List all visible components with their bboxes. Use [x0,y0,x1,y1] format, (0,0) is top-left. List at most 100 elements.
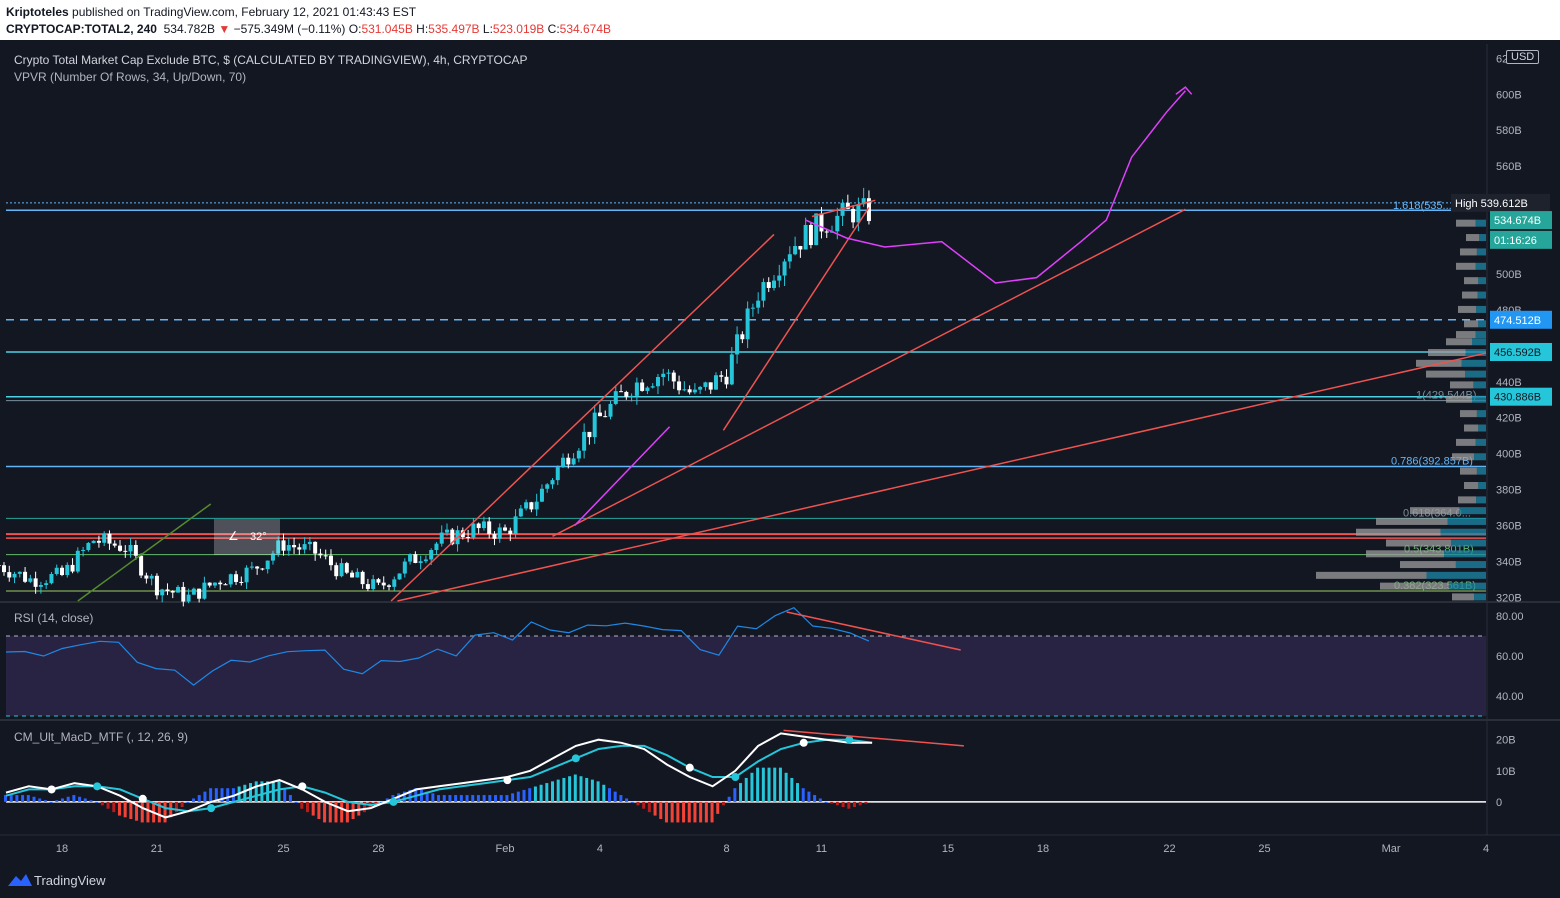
candle-body [244,567,249,583]
candle-body [91,540,96,544]
macd-tick-label: 10B [1496,766,1516,778]
published-text: published on TradingView.com, February 1… [72,5,417,19]
chart-area[interactable]: 320B340B360B380B400B420B440B480B500B560B… [0,40,1560,860]
candle-body [339,563,344,577]
candle-body [202,582,207,599]
vpvr-up-bar [1476,248,1486,256]
price-tick-label: 500B [1496,269,1522,281]
vpvr-down-bar [1376,517,1448,525]
macd-histogram-bar [362,801,366,813]
candle-body [0,565,1,567]
macd-histogram-bar [516,791,520,802]
vpvr-up-bar [1455,561,1486,569]
candle-body [54,567,59,574]
vpvr-down-bar [1462,291,1478,299]
high-price-tag [1451,193,1550,212]
macd-histogram-bar [26,795,30,802]
vpvr-up-bar [1474,593,1486,601]
candle-body [23,571,28,582]
vpvr-down-bar [1458,305,1477,313]
macd-cross-dot [845,735,854,744]
macd-histogram-bar [511,793,515,802]
candle-body [286,545,291,551]
macd-histogram-bar [311,801,315,816]
angle-box [214,519,280,555]
macd-cross-dot [138,794,147,803]
candle-body [281,540,286,551]
macd-cross-dot [571,754,580,763]
chart-canvas[interactable]: 320B340B360B380B400B420B440B480B500B560B… [0,40,1560,860]
last-price-tag-text: 534.674B [1494,215,1541,227]
candle-body [645,387,650,391]
macd-divergence-line [783,729,964,747]
candle-body [692,389,697,393]
candle-body [539,488,544,502]
candle-body [708,382,713,390]
candle-body [376,579,381,583]
candle-body [334,565,339,577]
vpvr-down-bar [1460,248,1477,256]
candle-body [524,502,529,509]
candle-body [803,224,808,250]
candle-body [851,208,856,223]
price-change: −575.349M (−0.11%) [233,22,346,36]
support-line [574,426,671,527]
time-tick-label: 15 [942,843,954,855]
price-tick-label: 600B [1496,89,1522,101]
candle-body [761,282,766,301]
macd-histogram-bar [733,788,737,802]
macd-histogram-bar [135,801,139,821]
candle-body [328,555,333,566]
candle-body [481,521,486,529]
macd-histogram-bar [78,796,82,802]
candle-body [534,501,539,510]
vpvr-down-bar [1400,561,1456,569]
macd-histogram-bar [818,798,822,802]
currency-button[interactable]: USD [1506,50,1540,64]
vpvr-down-bar [1464,482,1479,490]
macd-histogram-bar [294,801,298,803]
macd-cross-dot [685,763,694,772]
candle-body [777,275,782,281]
fib-level-label: 1.618(535... [1393,200,1452,212]
macd-histogram-bar [630,801,634,803]
time-tick-label: 4 [597,843,603,855]
macd-histogram-bar [505,795,509,802]
macd-histogram-bar [801,788,805,802]
macd-histogram-bar [328,801,332,823]
vpvr-up-bar [1474,453,1486,461]
macd-histogram-bar [266,781,270,802]
candle-body [302,544,307,550]
candle-body [724,376,729,385]
macd-histogram-bar [596,781,600,802]
vpvr-down-bar [1426,370,1465,378]
publisher-name[interactable]: Kriptoteles [6,5,69,19]
candle-body [292,545,297,548]
candle-body [154,575,159,596]
candle-body [249,566,254,568]
macd-histogram-bar [767,767,771,802]
candle-body [597,412,602,417]
macd-histogram-bar [545,783,549,802]
price-tick-label: 560B [1496,161,1522,173]
macd-histogram-bar [4,795,7,802]
trend-line [811,199,876,218]
candle-body [503,527,508,531]
macd-histogram-bar [636,801,640,806]
macd-histogram-bar [431,793,435,802]
macd-histogram-bar [744,777,748,802]
vpvr-down-bar [1464,320,1479,328]
publish-header: Kriptoteles published on TradingView.com… [0,0,1560,40]
candle-body [96,540,101,543]
candle-body [33,578,38,587]
macd-histogram-bar [186,801,190,803]
high-value: 535.497B [428,22,480,36]
candle-body [344,563,349,573]
macd-histogram-bar [739,783,743,802]
macd-cross-dot [389,797,398,806]
candle-body [814,213,819,246]
candle-body [445,529,450,533]
vpvr-up-bar [1448,582,1486,590]
candle-body [139,555,144,576]
candle-body [619,391,624,393]
